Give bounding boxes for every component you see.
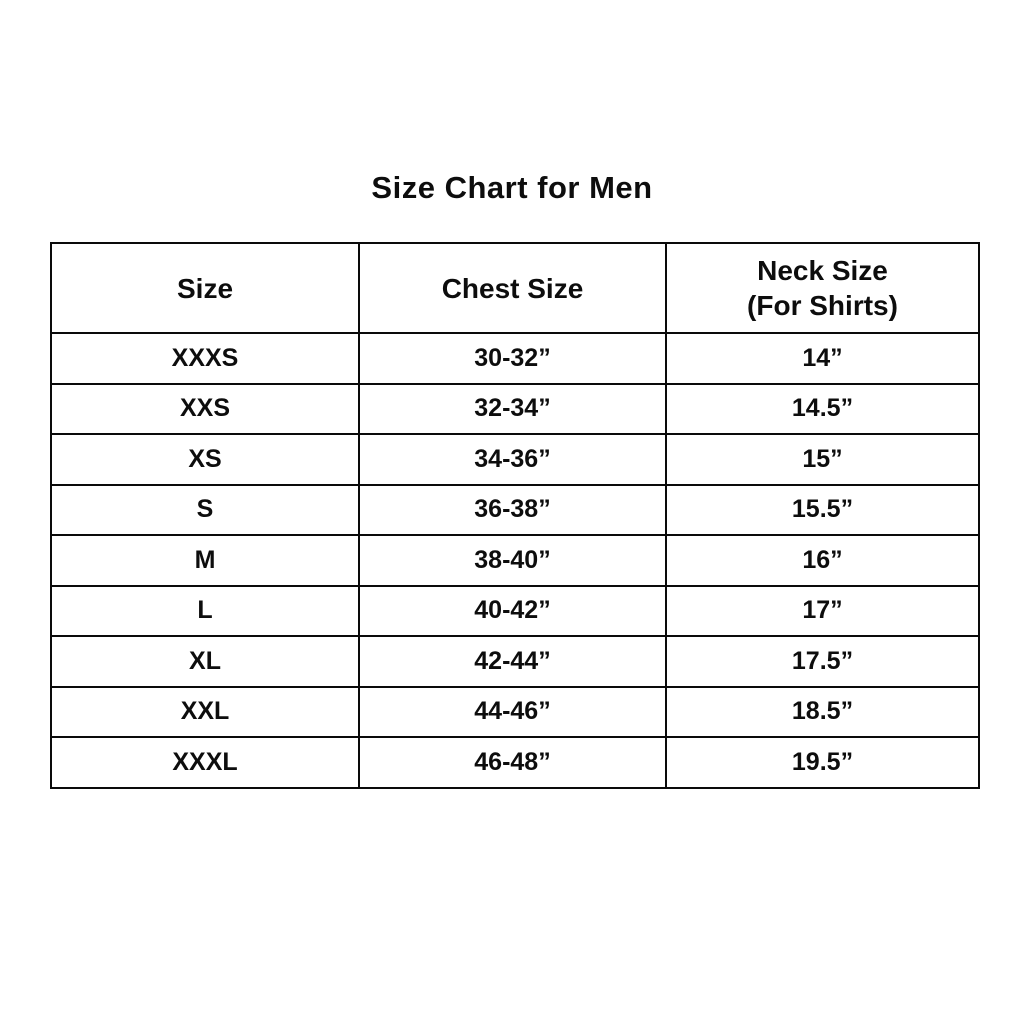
table-cell: 17” bbox=[665, 584, 980, 637]
table-cell: 34-36” bbox=[358, 433, 667, 486]
table-cell: XXXS bbox=[50, 332, 360, 385]
column-header-size: Size bbox=[50, 242, 360, 334]
table-cell: XL bbox=[50, 635, 360, 688]
column-header-neck-size: Neck Size (For Shirts) bbox=[665, 242, 980, 334]
column-header-sublabel: (For Shirts) bbox=[747, 290, 898, 321]
table-cell: 16” bbox=[665, 534, 980, 587]
table-cell: S bbox=[50, 483, 360, 536]
page-title: Size Chart for Men bbox=[371, 170, 653, 205]
table-cell: 15” bbox=[665, 433, 980, 486]
table-cell: XS bbox=[50, 433, 360, 486]
table-cell: XXL bbox=[50, 685, 360, 738]
table-cell: XXXL bbox=[50, 736, 360, 789]
size-chart-table: Size Chest Size Neck Size (For Shirts) X… bbox=[50, 242, 980, 789]
table-row: XL 42-44” 17.5” bbox=[50, 635, 980, 688]
table-cell: 18.5” bbox=[665, 685, 980, 738]
table-cell: 46-48” bbox=[358, 736, 667, 789]
table-cell: 15.5” bbox=[665, 483, 980, 536]
table-body: XXXS 30-32” 14” XXS 32-34” 14.5” XS 34-36” 15” S 3… bbox=[50, 332, 980, 789]
table-cell: 14.5” bbox=[665, 382, 980, 435]
column-header-label: Neck Size bbox=[757, 255, 888, 286]
column-header-chest-size: Chest Size bbox=[358, 242, 667, 334]
table-cell: XXS bbox=[50, 382, 360, 435]
table-cell: 38-40” bbox=[358, 534, 667, 587]
table-cell: L bbox=[50, 584, 360, 637]
table-header: Size Chest Size Neck Size (For Shirts) bbox=[50, 242, 980, 334]
table-cell: 40-42” bbox=[358, 584, 667, 637]
table-cell: 44-46” bbox=[358, 685, 667, 738]
table-row: XXL 44-46” 18.5” bbox=[50, 685, 980, 738]
table-row: XXXS 30-32” 14” bbox=[50, 332, 980, 385]
column-header-label: Chest Size bbox=[441, 272, 584, 304]
table-row: M 38-40” 16” bbox=[50, 534, 980, 587]
table-row: S 36-38” 15.5” bbox=[50, 483, 980, 536]
table-cell: M bbox=[50, 534, 360, 587]
table-row: XS 34-36” 15” bbox=[50, 433, 980, 486]
table-cell: 36-38” bbox=[358, 483, 667, 536]
table-cell: 32-34” bbox=[358, 382, 667, 435]
table-row: XXXL 46-48” 19.5” bbox=[50, 736, 980, 789]
header-row: Size Chest Size Neck Size (For Shirts) bbox=[50, 242, 980, 334]
column-header-label: Size bbox=[176, 272, 234, 304]
table-row: L 40-42” 17” bbox=[50, 584, 980, 637]
table-cell: 17.5” bbox=[665, 635, 980, 688]
table-cell: 30-32” bbox=[358, 332, 667, 385]
table-cell: 14” bbox=[665, 332, 980, 385]
table-cell: 42-44” bbox=[358, 635, 667, 688]
table-row: XXS 32-34” 14.5” bbox=[50, 382, 980, 435]
table-cell: 19.5” bbox=[665, 736, 980, 789]
